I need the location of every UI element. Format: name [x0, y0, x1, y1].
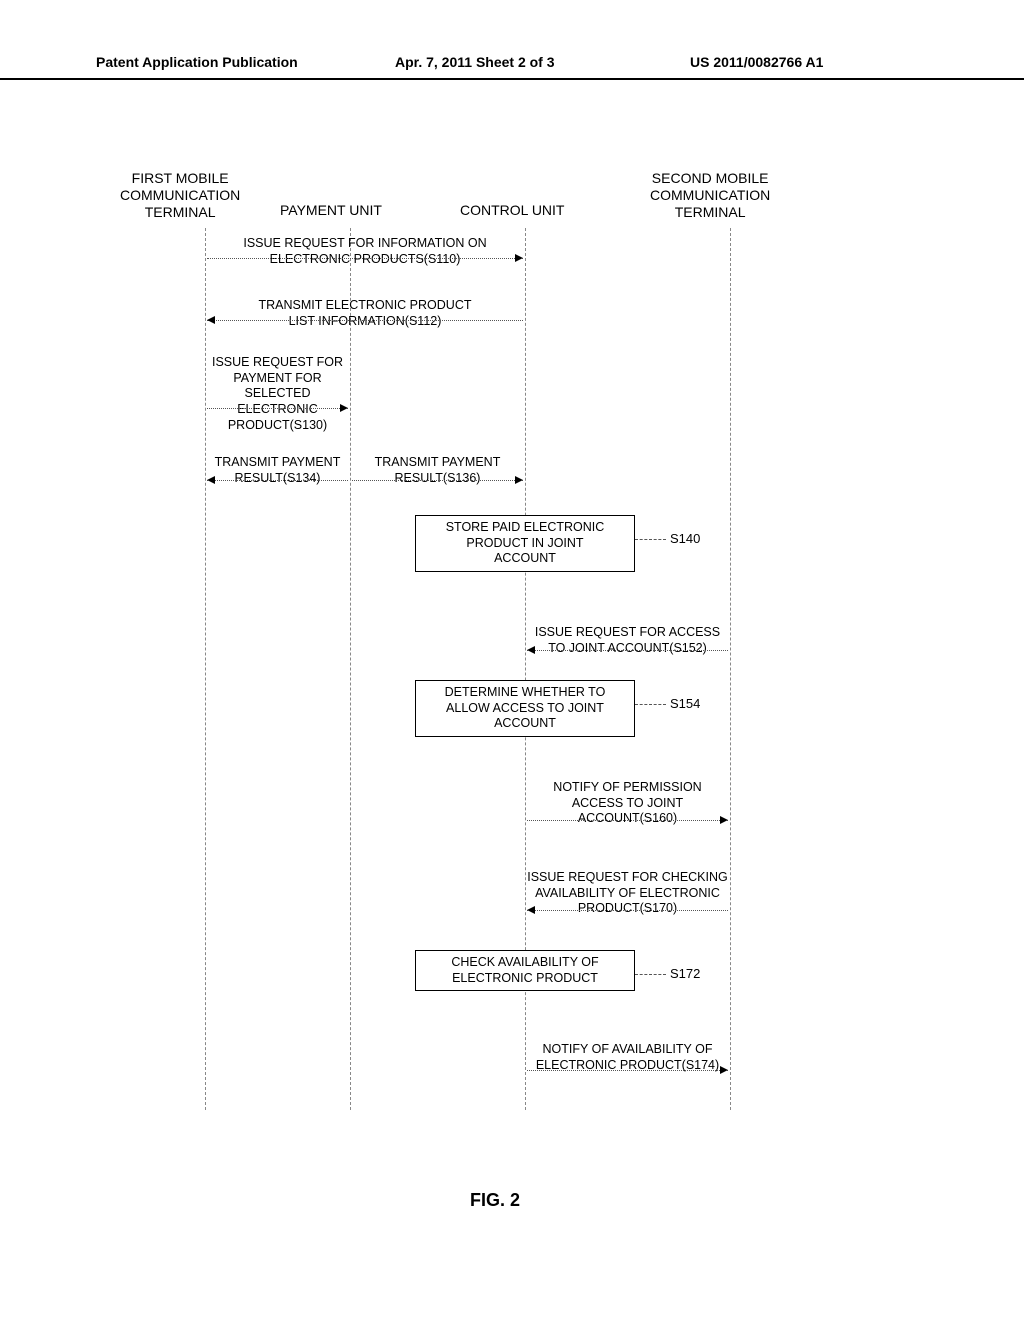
page-header: Patent Application Publication Apr. 7, 2… — [0, 78, 1024, 108]
column-label-payment: PAYMENT UNIT — [280, 202, 382, 219]
header-right: US 2011/0082766 A1 — [690, 54, 823, 70]
connector-s140 — [635, 539, 666, 540]
message-s174: NOTIFY OF AVAILABILITY OFELECTRONIC PROD… — [525, 1042, 730, 1073]
connector-s172 — [635, 974, 666, 975]
process-s154: DETERMINE WHETHER TOALLOW ACCESS TO JOIN… — [415, 680, 635, 737]
arrow-head-s112 — [207, 316, 215, 324]
side-label-s140: S140 — [670, 531, 700, 546]
connector-s154 — [635, 704, 666, 705]
message-s130: ISSUE REQUEST FORPAYMENT FORSELECTED ELE… — [205, 355, 350, 433]
arrow-head-s130 — [340, 404, 348, 412]
arrow-head-s160 — [720, 816, 728, 824]
header-left: Patent Application Publication — [96, 54, 298, 70]
column-label-first: FIRST MOBILECOMMUNICATIONTERMINAL — [120, 170, 240, 220]
arrow-line-s110 — [207, 258, 523, 259]
message-s134: TRANSMIT PAYMENTRESULT(S134) — [205, 455, 350, 486]
process-s172: CHECK AVAILABILITY OFELECTRONIC PRODUCT — [415, 950, 635, 991]
column-label-control: CONTROL UNIT — [460, 202, 564, 219]
side-label-s172: S172 — [670, 966, 700, 981]
arrow-line-s170 — [527, 910, 728, 911]
arrow-line-s152 — [527, 650, 728, 651]
arrow-line-s112 — [207, 320, 523, 321]
figure-label: FIG. 2 — [470, 1190, 520, 1211]
lifeline-second — [730, 228, 731, 1110]
arrow-head-s110 — [515, 254, 523, 262]
arrow-head-s136 — [515, 476, 523, 484]
column-label-second: SECOND MOBILECOMMUNICATIONTERMINAL — [650, 170, 770, 220]
arrow-line-s134 — [207, 480, 348, 481]
message-s112: TRANSMIT ELECTRONIC PRODUCTLIST INFORMAT… — [205, 298, 525, 329]
arrow-head-s170 — [527, 906, 535, 914]
arrow-head-s174 — [720, 1066, 728, 1074]
header-center: Apr. 7, 2011 Sheet 2 of 3 — [395, 54, 555, 70]
side-label-s154: S154 — [670, 696, 700, 711]
arrow-line-s136 — [352, 480, 523, 481]
process-s140: STORE PAID ELECTRONICPRODUCT IN JOINTACC… — [415, 515, 635, 572]
arrow-head-s152 — [527, 646, 535, 654]
arrow-line-s174 — [527, 1070, 728, 1071]
arrow-line-s130 — [207, 408, 348, 409]
arrow-line-s160 — [527, 820, 728, 821]
message-s152: ISSUE REQUEST FOR ACCESSTO JOINT ACCOUNT… — [525, 625, 730, 656]
lifeline-payment — [350, 228, 351, 1110]
arrow-head-s134 — [207, 476, 215, 484]
message-s110: ISSUE REQUEST FOR INFORMATION ONELECTRON… — [205, 236, 525, 267]
message-s136: TRANSMIT PAYMENTRESULT(S136) — [350, 455, 525, 486]
